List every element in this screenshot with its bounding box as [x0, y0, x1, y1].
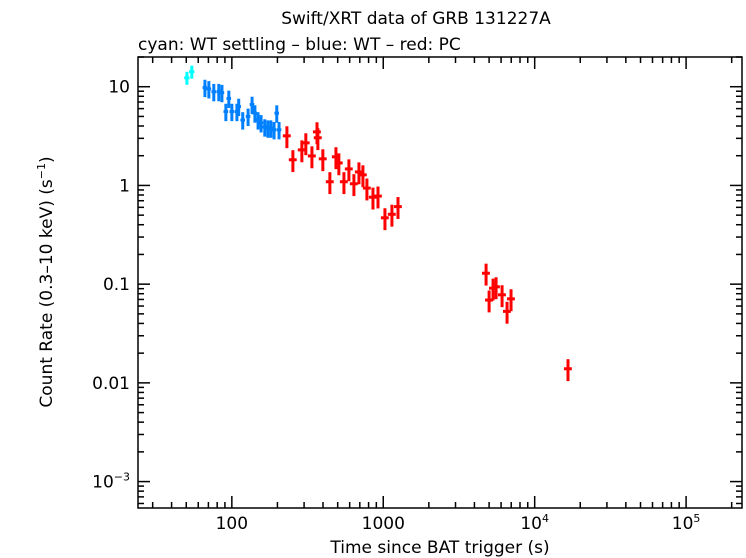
- data-point: [276, 121, 282, 140]
- data-point: [362, 178, 371, 201]
- data-point: [189, 65, 195, 79]
- data-point: [497, 285, 506, 308]
- data-point: [334, 153, 343, 176]
- data-point: [563, 359, 572, 382]
- data-point: [271, 121, 277, 140]
- axis-ticks: [138, 56, 742, 508]
- data-point: [274, 105, 280, 123]
- data-point: [506, 289, 515, 312]
- data-point: [502, 301, 511, 324]
- data-point: [219, 84, 225, 103]
- y-tick-label: 1: [119, 176, 130, 196]
- x-tick-label: 105: [672, 512, 701, 534]
- data-point: [206, 81, 212, 99]
- data-point: [229, 103, 235, 122]
- data-point: [282, 126, 291, 149]
- data-point: [223, 103, 229, 122]
- data-point: [380, 208, 389, 231]
- data-point: [255, 112, 261, 130]
- data-point: [358, 165, 367, 188]
- data-point: [325, 172, 334, 195]
- chart-subtitle: cyan: WT settling – blue: WT – red: PC: [138, 35, 461, 55]
- plot-frame: [137, 56, 743, 509]
- data-point: [211, 83, 217, 102]
- x-tick-label: 104: [520, 512, 549, 534]
- chart-title: Swift/XRT data of GRB 131227A: [281, 9, 551, 29]
- data-point: [240, 112, 245, 130]
- data-point: [349, 174, 358, 197]
- data-points: [184, 65, 572, 382]
- data-point: [373, 186, 382, 209]
- data-point: [202, 79, 208, 98]
- tick-labels: 100 1000 104 105 10−3 0.01 0.1 1 10: [92, 78, 700, 534]
- data-point: [387, 204, 396, 227]
- y-tick-label: 10−3: [92, 471, 130, 493]
- data-point: [344, 159, 353, 182]
- data-point: [339, 172, 348, 195]
- data-point: [482, 263, 490, 286]
- data-point: [252, 105, 258, 123]
- data-point: [301, 133, 310, 156]
- data-point: [245, 108, 251, 126]
- x-tick-label: 100: [216, 514, 248, 534]
- data-point: [307, 146, 316, 169]
- data-point: [226, 90, 232, 109]
- data-point: [313, 128, 322, 151]
- x-axis-label: Time since BAT trigger (s): [329, 538, 549, 558]
- y-tick-label: 0.01: [92, 374, 130, 394]
- data-point: [249, 96, 255, 115]
- data-point: [393, 197, 402, 219]
- data-point: [368, 187, 377, 210]
- y-tick-label: 10: [108, 78, 130, 98]
- data-point: [492, 277, 500, 300]
- data-point: [318, 149, 327, 172]
- y-tick-label: 0.1: [103, 275, 130, 295]
- x-tick-label: 1000: [362, 514, 405, 534]
- data-point: [258, 115, 264, 133]
- data-point: [268, 120, 274, 138]
- data-point: [236, 98, 241, 117]
- y-axis-label: Count Rate (0.3–10 keV) (s−1): [35, 156, 57, 407]
- data-point: [184, 71, 190, 85]
- data-point: [288, 150, 297, 173]
